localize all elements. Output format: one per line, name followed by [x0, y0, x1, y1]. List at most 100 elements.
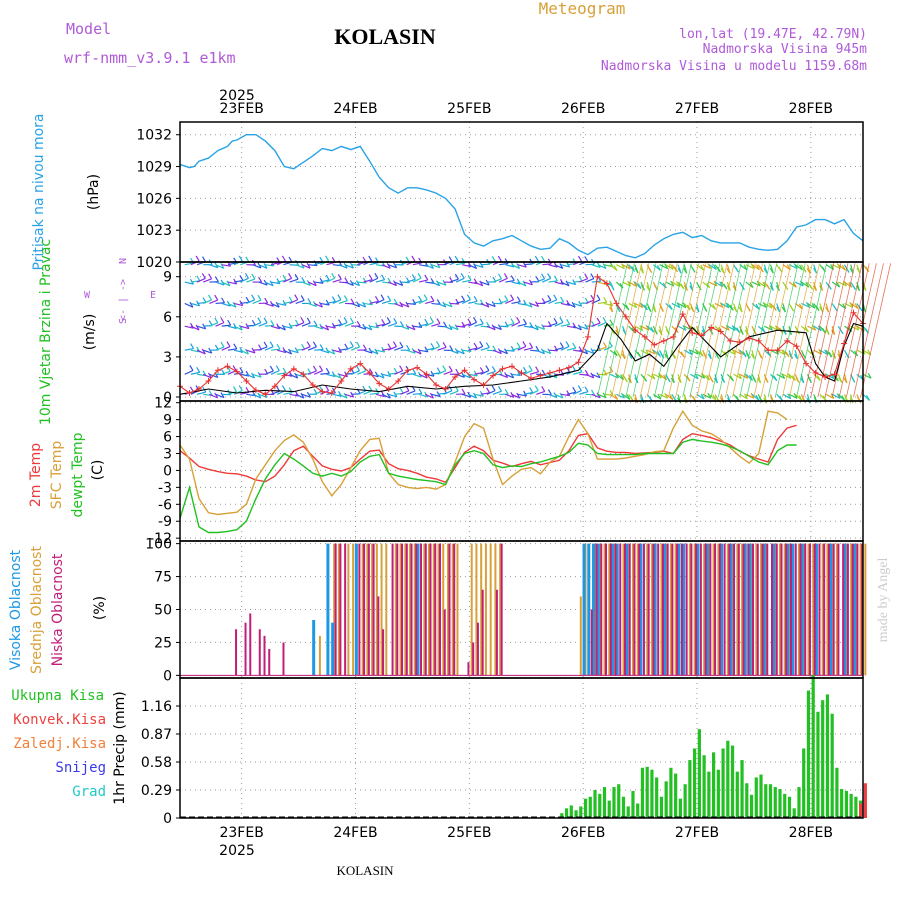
- wind-barb-flag: [221, 297, 226, 304]
- wind-barb: [443, 390, 453, 395]
- gust-marker: [698, 332, 705, 339]
- wind-barb-flag: [666, 376, 671, 383]
- wind-barb: [794, 281, 804, 287]
- wind-barb-flag: [227, 319, 232, 326]
- wind-barb-flag: [590, 273, 595, 279]
- wind-barb: [332, 349, 342, 353]
- wind-barb: [307, 281, 317, 287]
- wind-barb: [462, 279, 472, 283]
- wind-barb-flag: [768, 302, 773, 309]
- wind-streak: [824, 263, 856, 398]
- wind-barb-flag: [307, 298, 312, 304]
- wind-barb-flag: [276, 343, 281, 350]
- gust-marker: [252, 387, 259, 394]
- precip-bar-total: [631, 790, 635, 818]
- wind-barb-flag: [801, 352, 806, 359]
- precip-bar-total: [825, 694, 830, 818]
- wind-barb-flag: [374, 295, 379, 302]
- wind-barb-flag: [442, 279, 447, 286]
- wind-barb-flag: [676, 302, 681, 308]
- wind-barb-flag: [572, 342, 577, 349]
- wind-barb-flag: [473, 392, 478, 399]
- wind-barb-flag: [510, 372, 515, 379]
- wind-barb: [412, 277, 422, 283]
- wind-barb: [591, 373, 601, 379]
- wind-barb: [462, 264, 472, 268]
- wind-barb: [535, 349, 545, 355]
- precip-bar-conv: [863, 783, 867, 818]
- wind-barb: [764, 302, 773, 309]
- wind-barb: [579, 391, 589, 395]
- wind-barb-flag: [362, 256, 367, 263]
- wind-barb-flag: [436, 318, 441, 324]
- wind-barb: [560, 323, 570, 327]
- bottom-day-label: 26FEB: [561, 825, 605, 841]
- wind-barb-flag: [349, 262, 354, 269]
- wind-barb-flag: [417, 272, 422, 279]
- wind-barb: [751, 264, 760, 271]
- wind-barb: [634, 302, 644, 309]
- wind-barb-flag: [851, 284, 857, 290]
- station-title: KOLASIN: [334, 24, 436, 49]
- wind-barb-flag: [306, 317, 311, 324]
- wind-barb: [184, 369, 194, 375]
- wind-barb-flag: [590, 389, 596, 396]
- wind-barb: [320, 325, 329, 331]
- wind-barb-flag: [744, 372, 749, 379]
- wind-barb: [591, 264, 601, 268]
- wind-barb: [807, 325, 816, 331]
- wind-barb-flag: [356, 341, 361, 348]
- wind-barb-flag: [809, 284, 814, 290]
- wind-barb-flag: [633, 302, 638, 308]
- wind-barb-flag: [497, 255, 502, 262]
- wind-barb: [443, 370, 453, 375]
- wind-barb: [363, 302, 373, 306]
- wind-barb-flag: [535, 345, 540, 352]
- wind-barb-flag: [695, 306, 700, 313]
- wind-barb: [733, 349, 742, 355]
- wind-barb: [400, 390, 410, 395]
- wind-barb: [536, 390, 545, 395]
- wind-barb-flag: [251, 372, 256, 379]
- wind-direction-key: N W E S <- | ->: [84, 258, 156, 324]
- wind-barb-flag: [762, 302, 767, 308]
- wind-barb: [320, 390, 329, 395]
- wind-barb-flag: [572, 386, 577, 393]
- wind-barb-flag: [770, 397, 775, 403]
- wind-barb: [437, 370, 447, 375]
- wind-barb: [801, 302, 810, 308]
- wind-barb: [505, 393, 515, 398]
- wind-barb-flag: [387, 343, 392, 349]
- wind-barb: [535, 325, 545, 330]
- wind-barb: [270, 302, 280, 308]
- gust-marker: [641, 333, 648, 340]
- wind-barb-flag: [387, 295, 392, 302]
- wind-barb: [252, 264, 262, 269]
- top-day-label: 25FEB: [447, 101, 491, 117]
- wind-barb: [702, 264, 712, 270]
- wind-barb-flag: [195, 324, 200, 331]
- wind-barb: [289, 349, 299, 354]
- wind-barb-flag: [258, 276, 263, 283]
- wind-barb: [548, 349, 558, 352]
- wind-barb-flag: [729, 304, 734, 311]
- wind-barb: [425, 300, 435, 305]
- wind-barb: [425, 347, 435, 351]
- wind-barb: [462, 323, 472, 327]
- model-altitude-text: Nadmorska Visina u modelu 1159.68m: [601, 59, 867, 74]
- wind-barb: [357, 281, 367, 284]
- wind-barb-flag: [633, 281, 638, 287]
- wind-barb-flag: [703, 306, 708, 312]
- wind-barb: [474, 345, 483, 351]
- wind-barb-flag: [460, 348, 465, 355]
- wind-barb: [560, 302, 570, 306]
- wind-streak: [732, 263, 763, 398]
- wind-barb-flag: [423, 294, 428, 300]
- wind-barb-flag: [752, 377, 757, 383]
- wind-barb: [418, 323, 428, 327]
- wind-barb-flag: [282, 367, 287, 374]
- wind-barb: [240, 373, 250, 377]
- wind-barb: [838, 281, 847, 287]
- wind-key-w: W: [84, 290, 91, 301]
- wind-barb: [270, 261, 280, 266]
